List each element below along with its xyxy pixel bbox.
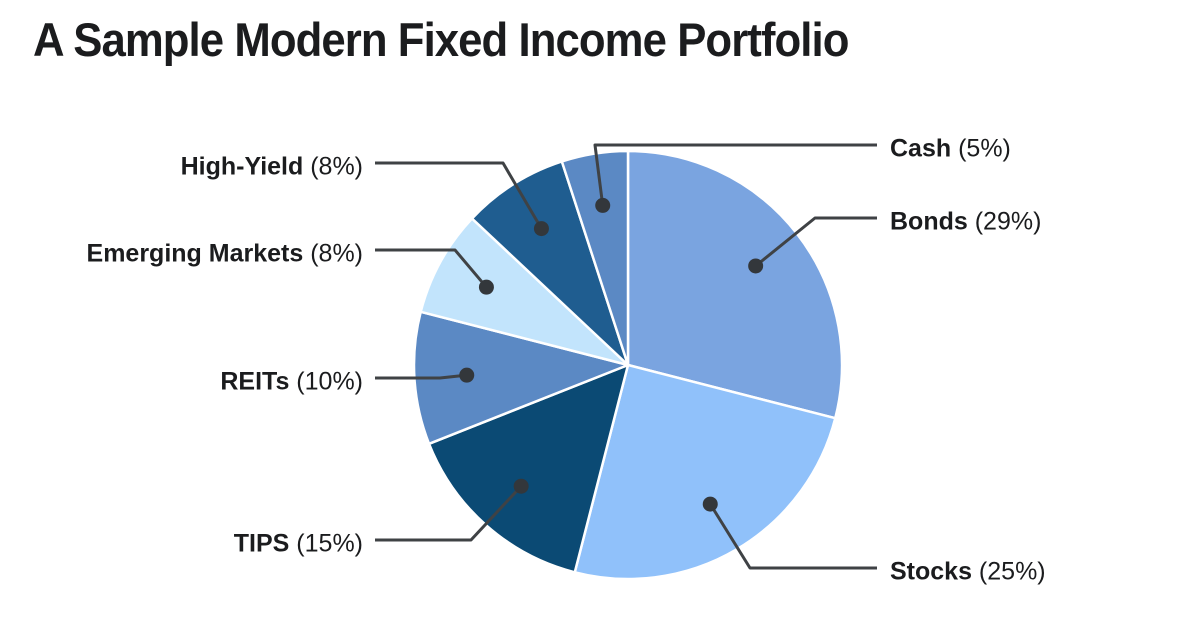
slice-label-cash: Cash (5%) [890, 135, 1011, 163]
slice-dot-stocks [702, 496, 718, 512]
slice-label-percent-bonds: (29%) [968, 208, 1042, 236]
slice-label-name-cash: Cash [890, 135, 951, 163]
slice-label-bonds: Bonds (29%) [890, 208, 1041, 236]
slice-label-emerging-markets: Emerging Markets (8%) [87, 240, 363, 268]
slice-label-name-high-yield: High-Yield [181, 153, 304, 181]
slice-label-name-bonds: Bonds [890, 208, 968, 236]
leader-line-reits [375, 373, 467, 380]
slice-label-percent-emerging-markets: (8%) [303, 240, 363, 268]
slice-dot-emerging-markets [478, 279, 494, 295]
slice-label-percent-stocks: (25%) [972, 558, 1046, 586]
leader-line-emerging-markets [375, 248, 488, 289]
leader-line-stocks [708, 503, 877, 570]
slice-label-percent-tips: (15%) [289, 530, 363, 558]
slice-dot-bonds [748, 258, 764, 274]
slice-dot-reits [459, 367, 475, 383]
slice-label-high-yield: High-Yield (8%) [181, 153, 363, 181]
slice-label-name-reits: REITs [220, 368, 289, 396]
slice-dot-cash [595, 197, 611, 213]
slice-label-name-tips: TIPS [234, 530, 290, 558]
slice-label-name-stocks: Stocks [890, 558, 972, 586]
leader-line-high-yield [375, 161, 543, 230]
slice-dot-tips [513, 478, 529, 494]
slice-label-percent-cash: (5%) [951, 135, 1011, 163]
slice-label-percent-high-yield: (8%) [303, 153, 363, 181]
slice-dot-high-yield [533, 221, 549, 237]
pie-slice-emerging-markets [419, 217, 630, 367]
leader-line-bonds [754, 216, 877, 268]
slice-label-stocks: Stocks (25%) [890, 558, 1046, 586]
leader-line-cash [593, 143, 877, 206]
pie-slice-high-yield [470, 160, 630, 367]
pie-slice-cash [560, 149, 630, 367]
page-title: A Sample Modern Fixed Income Portfolio [33, 13, 849, 66]
slice-label-reits: REITs (10%) [220, 368, 363, 396]
slice-label-percent-reits: (10%) [289, 368, 363, 396]
slice-label-name-emerging-markets: Emerging Markets [87, 240, 304, 268]
slice-label-tips: TIPS (15%) [234, 530, 363, 558]
leader-line-tips [375, 485, 523, 542]
